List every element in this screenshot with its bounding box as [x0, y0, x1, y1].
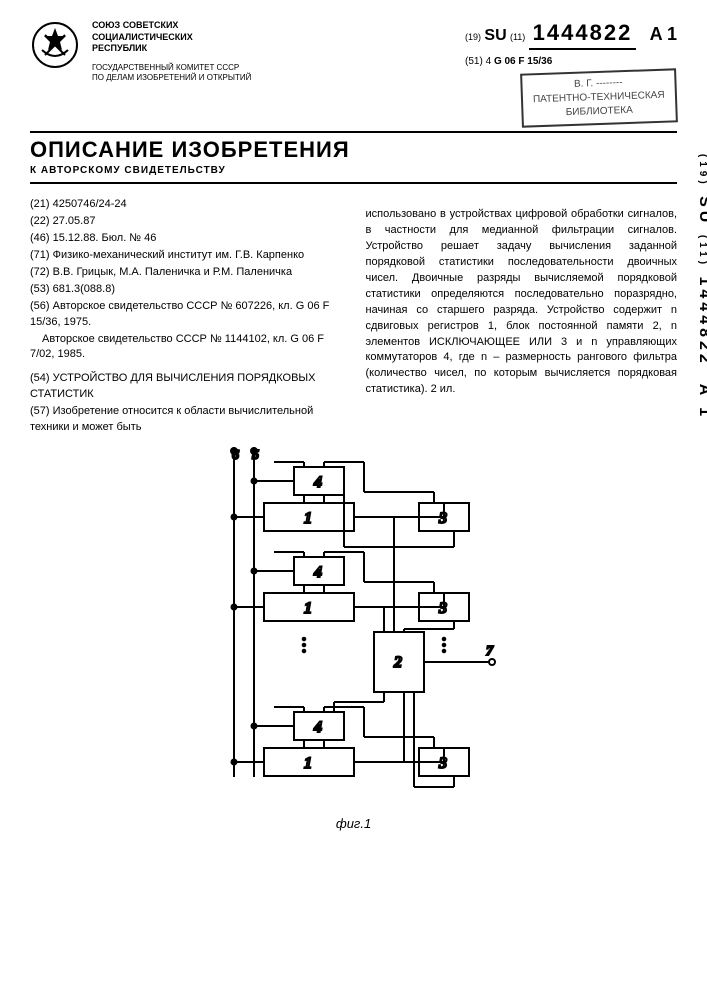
- abstract-text: использовано в устройствах цифровой обра…: [366, 207, 678, 398]
- ipc-prefix: (51) 4: [465, 56, 491, 67]
- block-3-r1: 3: [438, 510, 447, 527]
- block-2: 2: [393, 654, 402, 671]
- block-1-r1: 1: [304, 510, 312, 527]
- side-doc-label: (19) SU (11) 1444822 A 1: [695, 154, 707, 420]
- kind-code: A 1: [650, 24, 677, 44]
- library-stamp: В. Г. -------- ПАТЕНТНО-ТЕХНИЧЕСКАЯ БИБЛ…: [520, 68, 677, 127]
- right-column: использовано в устройствах цифровой обра…: [366, 196, 678, 437]
- ussr-emblem: [30, 20, 80, 70]
- rule-bottom: [30, 182, 677, 184]
- left-column: (21) 4250746/24-24 (22) 27.05.87 (46) 15…: [30, 196, 342, 437]
- country-code: SU: [484, 27, 506, 44]
- field-54: (54) УСТРОЙСТВО ДЛЯ ВЫЧИСЛЕНИЯ ПОРЯДКОВЫ…: [30, 371, 342, 403]
- field-56a: (56) Авторское свидетельство СССР № 6072…: [30, 299, 342, 331]
- union-text: СОЮЗ СОВЕТСКИХ СОЦИАЛИСТИЧЕСКИХ РЕСПУБЛИ…: [92, 20, 251, 55]
- block-4-r1: 4: [313, 474, 322, 491]
- field-46: (46) 15.12.88. Бюл. № 46: [30, 231, 342, 247]
- field-72: (72) В.В. Грицык, М.А. Паленичка и Р.М. …: [30, 265, 342, 281]
- pin-7: 7: [486, 644, 494, 659]
- field-22: (22) 27.05.87: [30, 214, 342, 230]
- field-53: (53) 681.3(088.8): [30, 282, 342, 298]
- title-main: ОПИСАНИЕ ИЗОБРЕТЕНИЯ: [30, 137, 677, 163]
- rule-top: [30, 131, 677, 133]
- doc-number: 1444822: [529, 20, 637, 50]
- title-sub: К АВТОРСКОМУ СВИДЕТЕЛЬСТВУ: [30, 165, 677, 176]
- committee-text: ГОСУДАРСТВЕННЫЙ КОМИТЕТ СССР ПО ДЕЛАМ ИЗ…: [92, 63, 251, 84]
- figure-caption: фиг.1: [30, 816, 677, 831]
- figure-1: 5 6 4 1 3 4 1 3 2: [30, 447, 677, 831]
- docno-prefix: (11): [510, 32, 525, 42]
- field-21: (21) 4250746/24-24: [30, 197, 342, 213]
- ipc-code: G 06 F 15/36: [494, 56, 552, 67]
- block-1-r3: 1: [304, 755, 312, 772]
- block-4-r2: 4: [313, 564, 322, 581]
- block-3-r3: 3: [438, 755, 447, 772]
- field-71: (71) Физико-механический институт им. Г.…: [30, 248, 342, 264]
- field-57-left: (57) Изобретение относится к области выч…: [30, 404, 342, 436]
- block-4-r3: 4: [313, 719, 322, 736]
- country-prefix: (19): [465, 32, 481, 42]
- block-1-r2: 1: [304, 600, 312, 617]
- field-56b: Авторское свидетельство СССР № 1144102, …: [30, 332, 342, 364]
- block-3-r2: 3: [438, 600, 447, 617]
